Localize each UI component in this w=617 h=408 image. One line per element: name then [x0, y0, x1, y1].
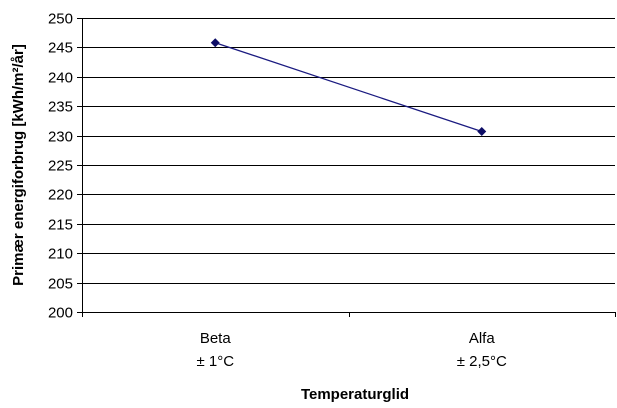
x-tick-label: Beta [200, 330, 232, 347]
series-line [215, 42, 482, 133]
y-tick-label: 215 [48, 217, 73, 234]
y-tick-label: 220 [48, 187, 73, 204]
grid-layer [82, 18, 615, 284]
data-point [210, 38, 220, 48]
y-tick-label: 230 [48, 129, 73, 146]
x-tick-sublabel: ± 1°C [196, 353, 234, 370]
x-axis-title: Temperaturglid [301, 386, 409, 403]
x-tick-sublabel: ± 2,5°C [457, 353, 507, 370]
data-point [477, 126, 487, 136]
y-tick-label: 235 [48, 99, 73, 116]
label-layer: 200 205 210 215 220 225 230 235 240 245 250 Beta ± 1… [48, 11, 507, 371]
y-tick-label: 210 [48, 246, 73, 263]
y-tick-label: 200 [48, 305, 73, 322]
y-tick-label: 250 [48, 11, 73, 28]
series-layer [210, 38, 487, 136]
y-tick-label: 225 [48, 158, 73, 175]
y-tick-label: 205 [48, 276, 73, 293]
y-tick-label: 240 [48, 70, 73, 87]
axis-layer [77, 18, 616, 317]
y-axis-title: Primær energiforbrug [kWh/m²/år] [10, 44, 27, 286]
x-tick-label: Alfa [469, 330, 496, 347]
y-tick-label: 245 [48, 40, 73, 57]
